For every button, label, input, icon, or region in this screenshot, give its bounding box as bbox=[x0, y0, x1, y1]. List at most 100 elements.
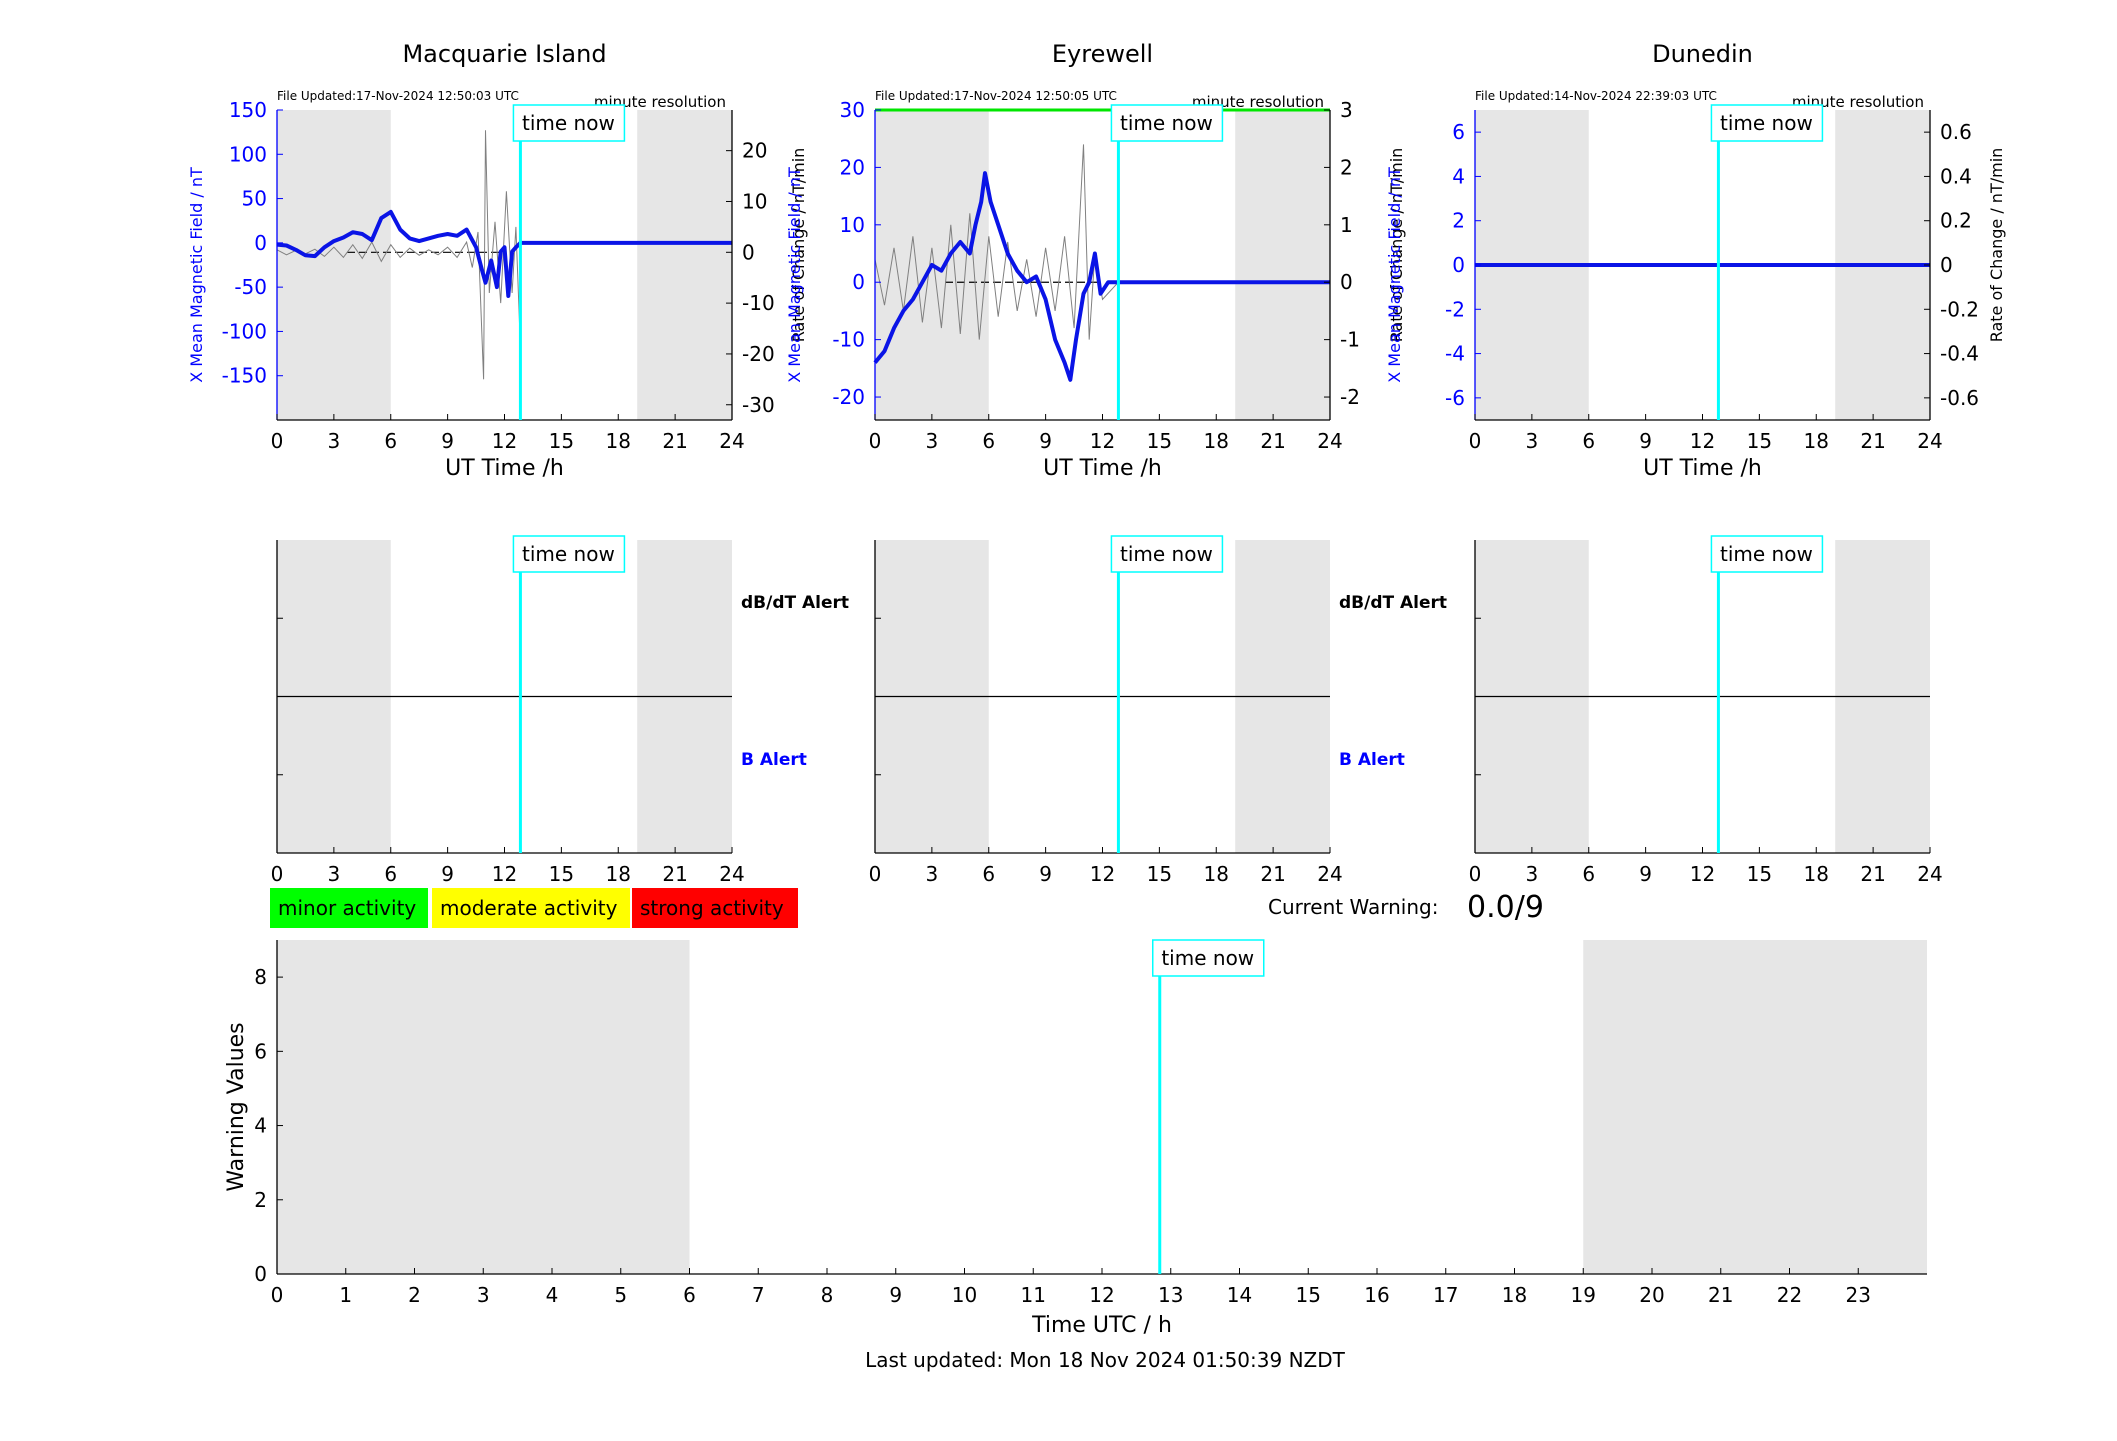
x-tick-label: 18 bbox=[1804, 862, 1829, 886]
file-updated-text: File Updated:14-Nov-2024 22:39:03 UTC bbox=[1475, 89, 1717, 103]
y-right-tick-label: 2 bbox=[1340, 155, 1353, 179]
dbdt-alert-label: dB/dT Alert bbox=[741, 593, 849, 613]
b-alert-label: B Alert bbox=[741, 750, 807, 770]
x-tick-label: 6 bbox=[1582, 862, 1595, 886]
x-tick-label: 6 bbox=[1582, 429, 1595, 453]
x-tick-label: 17 bbox=[1433, 1283, 1458, 1307]
y-tick-label: 2 bbox=[1452, 209, 1465, 233]
x-tick-label: 9 bbox=[1639, 862, 1652, 886]
x-tick-label: 24 bbox=[719, 862, 744, 886]
y-right-tick-label: -0.4 bbox=[1940, 342, 1979, 366]
x-tick-label: 3 bbox=[926, 429, 939, 453]
field-series-line bbox=[276, 209, 732, 298]
resolution-text: minute resolution bbox=[594, 93, 726, 111]
now-marker: time now bbox=[512, 535, 626, 573]
x-tick-label: 18 bbox=[1204, 862, 1229, 886]
y-right-axis-label: Rate of Change / nT/min bbox=[789, 148, 808, 343]
x-tick-label: 9 bbox=[1639, 429, 1652, 453]
y-right-tick-label: -0.6 bbox=[1940, 386, 1979, 410]
x-tick-label: 18 bbox=[606, 429, 631, 453]
now-marker: time now bbox=[1152, 939, 1265, 977]
x-tick-label: 12 bbox=[492, 429, 517, 453]
x-tick-label: 6 bbox=[982, 862, 995, 886]
x-tick-label: 9 bbox=[1039, 862, 1052, 886]
x-tick-label: 15 bbox=[549, 862, 574, 886]
station-title: Eyrewell bbox=[1052, 40, 1153, 68]
now-marker-label: time now bbox=[1120, 111, 1213, 135]
legend-label: moderate activity bbox=[440, 896, 618, 920]
y-right-tick-label: -10 bbox=[742, 291, 775, 315]
y-tick-label: -20 bbox=[832, 385, 865, 409]
x-tick-label: 24 bbox=[1917, 429, 1942, 453]
y-right-tick-label: 0 bbox=[1340, 270, 1353, 294]
file-updated-text: File Updated:17-Nov-2024 12:50:05 UTC bbox=[875, 89, 1117, 103]
legend-swatch bbox=[270, 888, 428, 928]
legend-label: strong activity bbox=[640, 896, 784, 920]
y-right-axis-label: Rate of Change / nT/min bbox=[1987, 148, 2006, 343]
x-tick-label: 12 bbox=[492, 862, 517, 886]
field-series-line bbox=[873, 171, 1330, 382]
x-tick-label: 22 bbox=[1777, 1283, 1802, 1307]
y-tick-label: -2 bbox=[1445, 297, 1465, 321]
x-tick-label: 15 bbox=[1147, 429, 1172, 453]
now-marker-box bbox=[512, 104, 626, 142]
y-right-tick-label: 0.6 bbox=[1940, 120, 1972, 144]
x-tick-label: 21 bbox=[1708, 1283, 1733, 1307]
now-marker-label: time now bbox=[1161, 946, 1254, 970]
alert-panel-2: 0 3 6 9 12 15 18 21 24 bbox=[1469, 540, 1943, 886]
y-tick-label: 6 bbox=[1452, 120, 1465, 144]
now-marker-label: time now bbox=[1120, 542, 1213, 566]
x-tick-label: 5 bbox=[614, 1283, 627, 1307]
y-tick-label: -10 bbox=[832, 328, 865, 352]
x-tick-label: 0 bbox=[1469, 429, 1482, 453]
x-tick-label: 18 bbox=[606, 862, 631, 886]
x-tick-label: 15 bbox=[1296, 1283, 1321, 1307]
x-tick-label: 24 bbox=[719, 429, 744, 453]
y-tick-label: -50 bbox=[234, 275, 267, 299]
y-tick-label: -150 bbox=[222, 364, 267, 388]
x-tick-label: 6 bbox=[982, 429, 995, 453]
x-tick-label: 12 bbox=[1690, 862, 1715, 886]
x-tick-label: 9 bbox=[889, 1283, 902, 1307]
y-tick-label: 100 bbox=[229, 142, 267, 166]
station-chart-1: Eyrewell File Updated:17-Nov-2024 12:50:0… bbox=[785, 40, 1406, 481]
night-band bbox=[277, 110, 391, 420]
x-tick-label: 3 bbox=[477, 1283, 490, 1307]
now-marker: time now bbox=[1110, 535, 1224, 573]
x-tick-label: 21 bbox=[1860, 862, 1885, 886]
y-tick-label: 50 bbox=[242, 187, 267, 211]
now-marker-box bbox=[1110, 104, 1224, 142]
x-tick-label: 7 bbox=[752, 1283, 765, 1307]
current-warning-label: Current Warning: bbox=[1268, 895, 1438, 919]
y-right-tick-label: -20 bbox=[742, 342, 775, 366]
x-tick-label: 9 bbox=[441, 429, 454, 453]
y-right-tick-label: 1 bbox=[1340, 213, 1353, 237]
y-axis-label: X Mean Magnetic Field / nT bbox=[187, 167, 206, 383]
legend-swatch bbox=[432, 888, 630, 928]
file-updated-text: File Updated:17-Nov-2024 12:50:03 UTC bbox=[277, 89, 519, 103]
legend-item-minor: minor activity bbox=[270, 888, 428, 928]
last-updated-text: Last updated: Mon 18 Nov 2024 01:50:39 N… bbox=[865, 1348, 1346, 1372]
now-marker: time now bbox=[1110, 104, 1224, 142]
x-tick-label: 24 bbox=[1317, 862, 1342, 886]
rate-series-line bbox=[874, 144, 1119, 340]
now-marker-box bbox=[1710, 104, 1824, 142]
night-band bbox=[277, 940, 690, 1274]
x-tick-label: 18 bbox=[1204, 429, 1229, 453]
x-tick-label: 13 bbox=[1158, 1283, 1183, 1307]
now-marker: time now bbox=[1710, 104, 1824, 142]
x-tick-label: 21 bbox=[1260, 429, 1285, 453]
y-tick-label: -4 bbox=[1445, 342, 1465, 366]
now-marker-label: time now bbox=[1720, 111, 1813, 135]
x-tick-label: 21 bbox=[662, 429, 687, 453]
x-tick-label: 15 bbox=[549, 429, 574, 453]
x-tick-label: 0 bbox=[1469, 862, 1482, 886]
y-axis-label: Warning Values bbox=[224, 1022, 249, 1191]
y-tick-label: 30 bbox=[840, 98, 865, 122]
warning-chart: 0 1 2 3 4 5 6 7 8 9 10 11 12 13 14 15 16 17 18 19 20 21 22 2302… bbox=[224, 940, 1927, 1338]
x-tick-label: 0 bbox=[271, 429, 284, 453]
x-tick-label: 6 bbox=[683, 1283, 696, 1307]
legend-item-strong: strong activity bbox=[632, 888, 798, 928]
x-tick-label: 6 bbox=[384, 429, 397, 453]
